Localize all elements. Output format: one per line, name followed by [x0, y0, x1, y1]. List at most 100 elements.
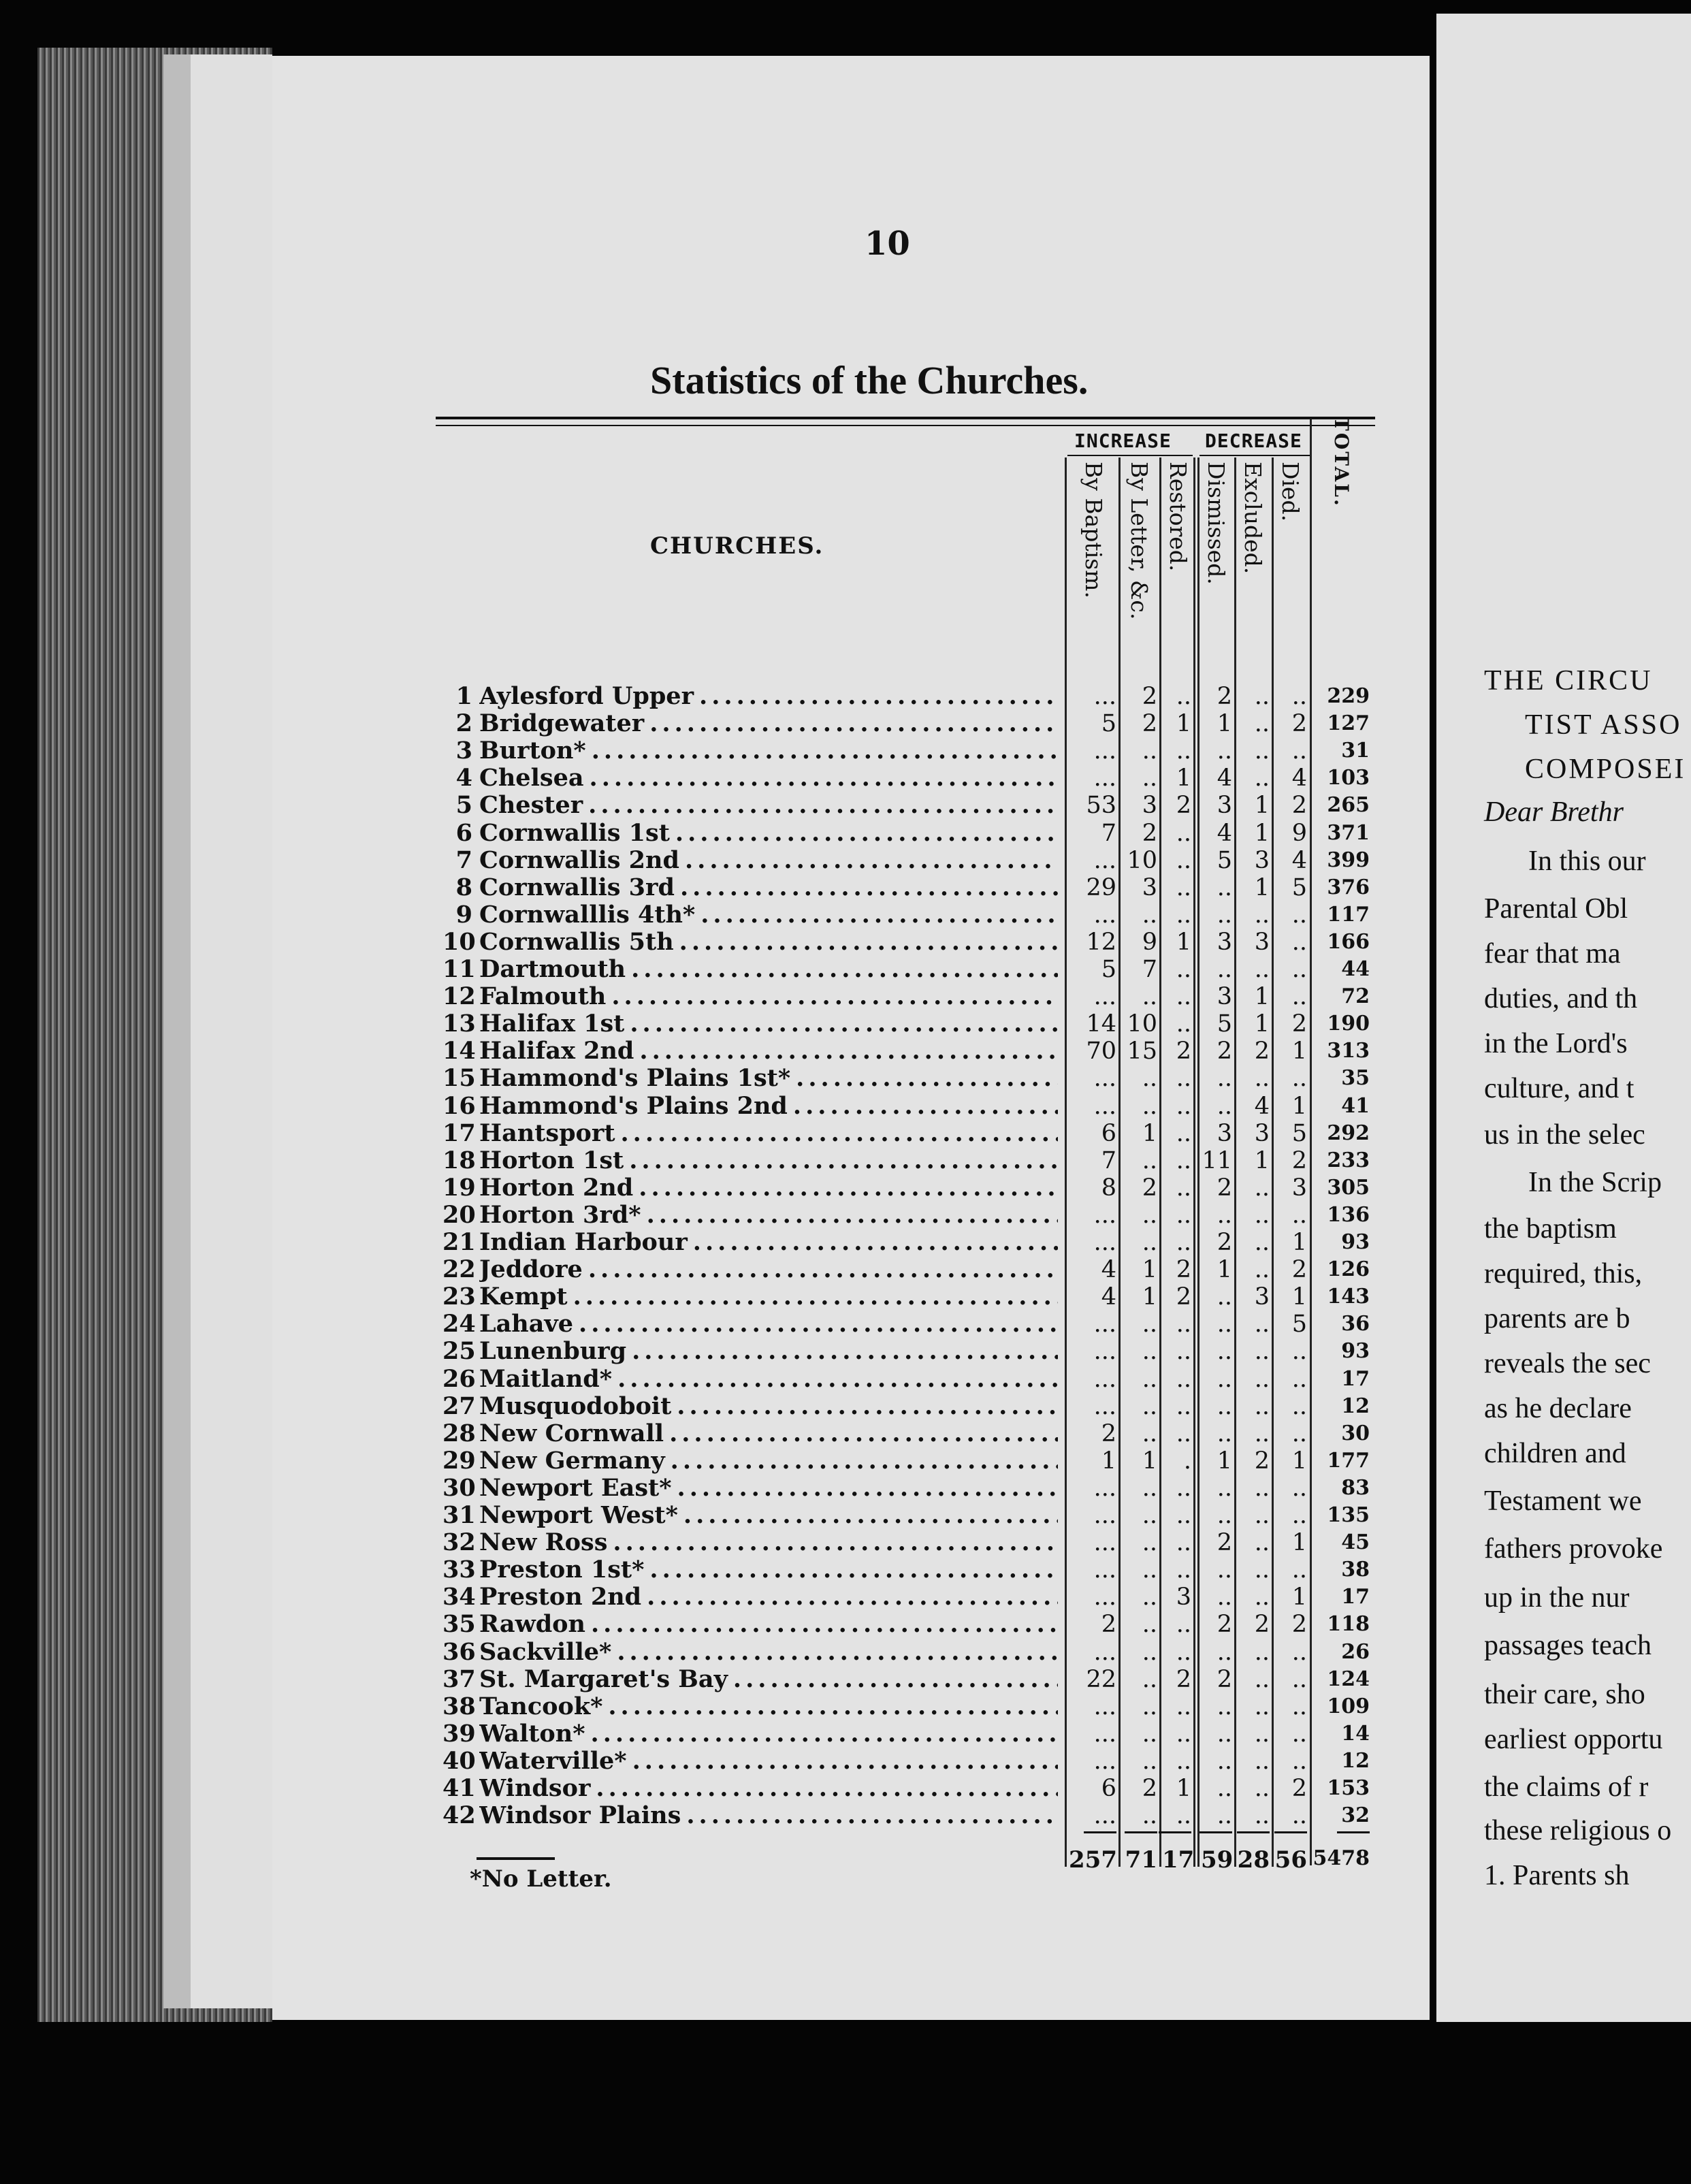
church-entry: Cornwallis 5th..........................…: [479, 929, 1058, 956]
restored-cell: 2: [1176, 1283, 1191, 1311]
excluded-cell: ..: [1254, 1474, 1270, 1502]
dismissed-cell: ..: [1217, 1311, 1232, 1338]
restored-cell: ..: [1176, 1092, 1191, 1120]
church-entry: Falmouth................................…: [479, 983, 1058, 1010]
leader-dots: ........................................…: [613, 1529, 1058, 1557]
died-cell: ..: [1291, 1392, 1307, 1420]
excluded-cell: ..: [1254, 1720, 1270, 1748]
row-number: 40: [442, 1746, 476, 1775]
sum-rule: [1237, 1831, 1270, 1833]
letter-cell: 2: [1142, 683, 1157, 710]
excluded-cell: ..: [1254, 1638, 1270, 1666]
letter-cell: ..: [1142, 1747, 1157, 1775]
leader-dots: ........................................…: [617, 1365, 1058, 1393]
baptism-cell: ...: [1093, 1747, 1116, 1775]
church-entry: New Cornwall............................…: [479, 1420, 1058, 1447]
restored-cell: ..: [1176, 683, 1191, 710]
died-cell: 2: [1291, 1256, 1307, 1284]
total-cell: 136: [1327, 1202, 1370, 1227]
letter-cell: 2: [1142, 1775, 1157, 1802]
leader-dots: ........................................…: [732, 1665, 1058, 1693]
church-entry: Halifax 1st.............................…: [479, 1010, 1058, 1038]
baptism-cell: ...: [1093, 1556, 1116, 1584]
leader-dots: ........................................…: [573, 1283, 1058, 1311]
church-name: Horton 1st: [479, 1146, 624, 1174]
letter-cell: 10: [1127, 846, 1157, 874]
church-entry: Horton 2nd..............................…: [479, 1174, 1058, 1202]
baptism-cell: ...: [1093, 846, 1116, 874]
died-cell: ..: [1291, 1065, 1307, 1093]
baptism-cell: ...: [1093, 1201, 1116, 1229]
column-divider: [1118, 457, 1121, 1867]
excluded-cell: ..: [1254, 1365, 1270, 1393]
restored-cell: ..: [1176, 1692, 1191, 1720]
restored-cell: ..: [1176, 1010, 1191, 1038]
excluded-cell: ..: [1254, 683, 1270, 710]
table-row: 40 Waterville*..........................…: [442, 1746, 1382, 1775]
excluded-cell: ..: [1254, 901, 1270, 929]
leader-dots: ........................................…: [631, 956, 1058, 983]
total-cell: 153: [1327, 1776, 1370, 1800]
church-entry: Preston 1st*............................…: [479, 1556, 1058, 1584]
leader-dots: ........................................…: [588, 792, 1058, 820]
letter-cell: 1: [1142, 1119, 1157, 1147]
letter-cell: ..: [1142, 1146, 1157, 1174]
dismissed-cell: ..: [1217, 1092, 1232, 1120]
leader-dots: ........................................…: [632, 1747, 1058, 1775]
right-page-line: In the Scrip: [1528, 1167, 1662, 1198]
church-name: Newport East*: [479, 1474, 672, 1502]
total-cell: 177: [1327, 1448, 1370, 1473]
right-page-line: these religious o: [1484, 1815, 1672, 1846]
excluded-cell: ..: [1254, 1502, 1270, 1529]
restored-cell: ..: [1176, 1556, 1191, 1584]
restored-cell: ..: [1176, 1474, 1191, 1502]
died-cell: ..: [1291, 1556, 1307, 1584]
church-entry: Windsor Plains..........................…: [479, 1802, 1058, 1829]
died-cell: ..: [1291, 928, 1307, 956]
footnote: *No Letter.: [470, 1865, 612, 1893]
church-name: Lahave: [479, 1311, 574, 1338]
total-cell: 166: [1327, 929, 1370, 954]
sum-rule: [1159, 1831, 1191, 1833]
increase-underline: [1067, 455, 1193, 456]
total-cell: 127: [1327, 711, 1370, 736]
baptism-cell: ...: [1093, 1584, 1116, 1611]
leader-dots: ........................................…: [611, 983, 1058, 1011]
restored-cell: ..: [1176, 1065, 1191, 1093]
baptism-cell: 53: [1086, 792, 1116, 820]
church-entry: St. Margaret's Bay......................…: [479, 1666, 1058, 1693]
baptism-cell: ...: [1093, 1529, 1116, 1557]
letter-cell: ..: [1142, 1065, 1157, 1093]
excluded-cell: ..: [1254, 1392, 1270, 1420]
total-cell: 45: [1341, 1530, 1370, 1555]
died-cell: ..: [1291, 1665, 1307, 1693]
row-number: 15: [442, 1064, 476, 1093]
excluded-cell: ..: [1254, 1419, 1270, 1447]
church-name: Hantsport: [479, 1119, 615, 1147]
restored-cell: ..: [1176, 1146, 1191, 1174]
table-row: 32 New Ross.............................…: [442, 1529, 1382, 1557]
letter-cell: 10: [1127, 1010, 1157, 1038]
restored-header: Restored.: [1165, 462, 1191, 572]
church-entry: Lunenburg...............................…: [479, 1338, 1058, 1365]
total-cell: 31: [1341, 739, 1370, 763]
restored-cell: ..: [1176, 1174, 1191, 1202]
column-divider: [1272, 457, 1274, 1867]
church-name: Cornwallis 1st: [479, 819, 670, 847]
leader-dots: ........................................…: [792, 1092, 1058, 1120]
letter-cell: ..: [1142, 1802, 1157, 1830]
died-cell: 1: [1291, 1584, 1307, 1611]
leader-dots: ........................................…: [590, 1611, 1058, 1639]
right-page-line: Parental Obl: [1484, 893, 1628, 925]
church-name: Dartmouth: [479, 956, 626, 983]
church-entry: Newport West*...........................…: [479, 1502, 1058, 1529]
leader-dots: ........................................…: [632, 1338, 1058, 1366]
right-page-line: Dear Brethr: [1484, 797, 1624, 828]
footnote-rule: [477, 1857, 555, 1860]
dismissed-cell: ..: [1217, 956, 1232, 983]
restored-cell: 1: [1176, 710, 1191, 738]
excluded-cell: 3: [1254, 1283, 1270, 1311]
leader-dots: ........................................…: [684, 846, 1058, 874]
baptism-cell: 8: [1101, 1174, 1116, 1202]
table-row: 9 Cornwalllis 4th*......................…: [442, 901, 1382, 929]
